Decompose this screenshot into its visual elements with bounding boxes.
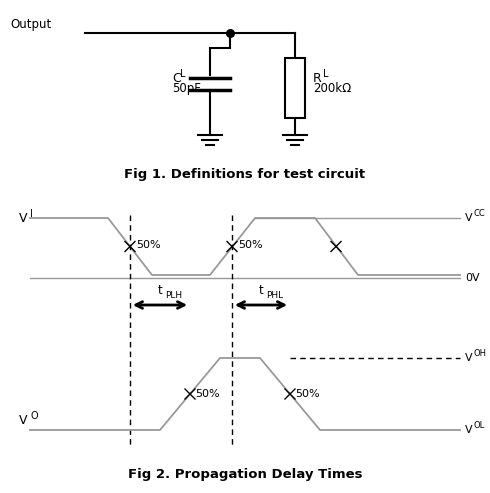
Text: I: I — [30, 209, 33, 219]
Text: Fig 2. Propagation Delay Times: Fig 2. Propagation Delay Times — [128, 468, 362, 481]
Text: OH: OH — [473, 350, 486, 358]
Text: 50%: 50% — [238, 240, 263, 249]
Bar — [285, 58, 305, 118]
Text: V: V — [19, 211, 27, 224]
Text: R: R — [313, 72, 322, 85]
Text: O: O — [30, 411, 38, 421]
Text: t: t — [158, 284, 162, 297]
Text: L: L — [180, 69, 186, 79]
Text: 50pF: 50pF — [172, 82, 201, 95]
Text: PHL: PHL — [266, 291, 283, 300]
Text: C: C — [172, 72, 181, 85]
Text: 50%: 50% — [295, 389, 319, 399]
Text: OL: OL — [473, 422, 484, 430]
Text: 200kΩ: 200kΩ — [313, 82, 351, 95]
Text: Fig 1. Definitions for test circuit: Fig 1. Definitions for test circuit — [124, 168, 366, 181]
Text: PLH: PLH — [165, 291, 182, 300]
Text: CC: CC — [473, 210, 485, 218]
Text: 50%: 50% — [195, 389, 220, 399]
Text: V: V — [465, 213, 473, 223]
Text: L: L — [323, 69, 328, 79]
Text: t: t — [259, 284, 264, 297]
Text: V: V — [465, 353, 473, 363]
Text: V: V — [465, 425, 473, 435]
Text: V: V — [19, 414, 27, 426]
Text: 50%: 50% — [136, 240, 161, 249]
Text: Output: Output — [10, 18, 51, 31]
Text: 0V: 0V — [465, 273, 480, 283]
